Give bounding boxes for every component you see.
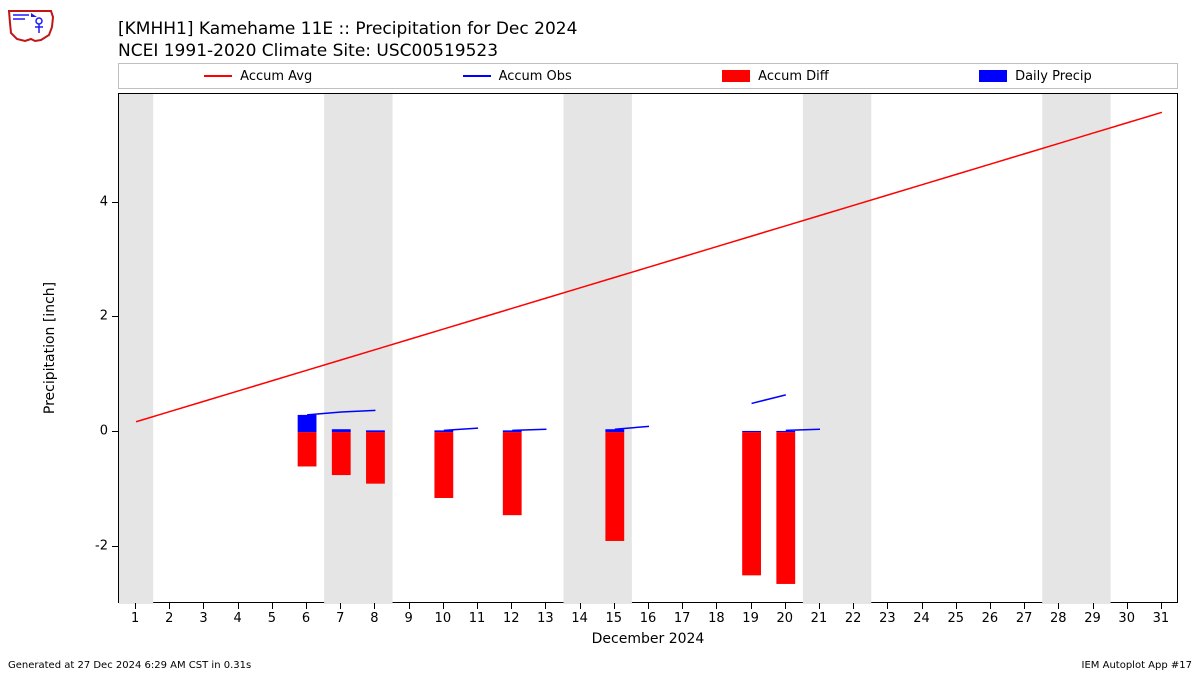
x-tick-mark (887, 603, 888, 609)
footer-appid: IEM Autoplot App #17 (1082, 660, 1192, 671)
x-tick-mark (1024, 603, 1025, 609)
x-tick-label: 11 (469, 611, 486, 626)
x-tick-label: 15 (606, 611, 623, 626)
x-tick-mark (545, 603, 546, 609)
y-axis: -2 0 2 4 (0, 93, 118, 603)
x-tick-mark (956, 603, 957, 609)
x-tick-mark (238, 603, 239, 609)
x-tick-label: 31 (1153, 611, 1170, 626)
legend-patch-swatch (722, 70, 750, 82)
x-tick-mark (614, 603, 615, 609)
x-tick-label: 5 (268, 611, 276, 626)
legend-item: Accum Diff (722, 69, 829, 84)
x-tick-mark (1093, 603, 1094, 609)
legend-patch-swatch (979, 70, 1007, 82)
x-tick-label: 14 (571, 611, 588, 626)
x-tick-label: 19 (742, 611, 759, 626)
y-tick-label: 2 (100, 309, 108, 324)
x-tick-mark (477, 603, 478, 609)
x-tick-mark (580, 603, 581, 609)
y-tick-label: -2 (95, 538, 108, 553)
x-tick-mark (648, 603, 649, 609)
x-axis-label: December 2024 (592, 631, 705, 647)
x-tick-mark (1058, 603, 1059, 609)
x-tick-label: 25 (947, 611, 964, 626)
x-tick-label: 16 (640, 611, 657, 626)
x-tick-mark (922, 603, 923, 609)
x-tick-label: 10 (435, 611, 452, 626)
legend-label: Accum Avg (240, 69, 312, 84)
legend-line-swatch (463, 75, 491, 77)
legend-item: Daily Precip (979, 69, 1092, 84)
x-tick-label: 17 (674, 611, 691, 626)
chart-title-block: [KMHH1] Kamehame 11E :: Precipitation fo… (118, 18, 1118, 62)
legend-label: Accum Diff (758, 69, 829, 84)
x-tick-label: 3 (199, 611, 207, 626)
x-tick-label: 8 (370, 611, 378, 626)
x-tick-label: 13 (537, 611, 554, 626)
x-tick-mark (853, 603, 854, 609)
x-tick-label: 26 (982, 611, 999, 626)
legend-label: Daily Precip (1015, 69, 1092, 84)
x-tick-label: 22 (845, 611, 862, 626)
x-tick-label: 24 (913, 611, 930, 626)
plot-area (118, 93, 1178, 603)
x-tick-mark (374, 603, 375, 609)
x-tick-mark (203, 603, 204, 609)
x-tick-mark (135, 603, 136, 609)
x-tick-label: 27 (1016, 611, 1033, 626)
y-tick-label: 0 (100, 424, 108, 439)
x-tick-mark (819, 603, 820, 609)
x-tick-label: 1 (131, 611, 139, 626)
x-tick-label: 28 (1050, 611, 1067, 626)
x-tick-mark (272, 603, 273, 609)
footer-generated: Generated at 27 Dec 2024 6:29 AM CST in … (8, 660, 251, 671)
chart-title-line1: [KMHH1] Kamehame 11E :: Precipitation fo… (118, 18, 1118, 40)
x-tick-mark (1127, 603, 1128, 609)
legend-item: Accum Avg (204, 69, 312, 84)
x-tick-label: 23 (879, 611, 896, 626)
legend-label: Accum Obs (499, 69, 572, 84)
chart-title-line2: NCEI 1991-2020 Climate Site: USC00519523 (118, 40, 1118, 62)
x-tick-label: 4 (234, 611, 242, 626)
x-tick-label: 6 (302, 611, 310, 626)
x-tick-mark (990, 603, 991, 609)
x-tick-mark (751, 603, 752, 609)
x-tick-mark (511, 603, 512, 609)
iem-logo (5, 5, 57, 45)
x-tick-label: 9 (405, 611, 413, 626)
x-tick-mark (443, 603, 444, 609)
x-tick-mark (306, 603, 307, 609)
y-tick-label: 4 (100, 194, 108, 209)
x-tick-label: 20 (776, 611, 793, 626)
legend: Accum Avg Accum Obs Accum Diff Daily Precip (118, 63, 1178, 89)
x-tick-label: 30 (1118, 611, 1135, 626)
legend-line-swatch (204, 75, 232, 77)
x-tick-label: 21 (811, 611, 828, 626)
x-tick-mark (785, 603, 786, 609)
x-tick-mark (1161, 603, 1162, 609)
x-tick-mark (340, 603, 341, 609)
x-tick-label: 18 (708, 611, 725, 626)
x-tick-mark (716, 603, 717, 609)
x-tick-label: 12 (503, 611, 520, 626)
x-tick-label: 7 (336, 611, 344, 626)
x-tick-label: 2 (165, 611, 173, 626)
x-tick-mark (409, 603, 410, 609)
x-tick-mark (682, 603, 683, 609)
x-axis: December 2024 12345678910111213141516171… (118, 603, 1178, 653)
x-tick-label: 29 (1084, 611, 1101, 626)
legend-item: Accum Obs (463, 69, 572, 84)
x-tick-mark (169, 603, 170, 609)
plot-svg (119, 94, 1179, 604)
